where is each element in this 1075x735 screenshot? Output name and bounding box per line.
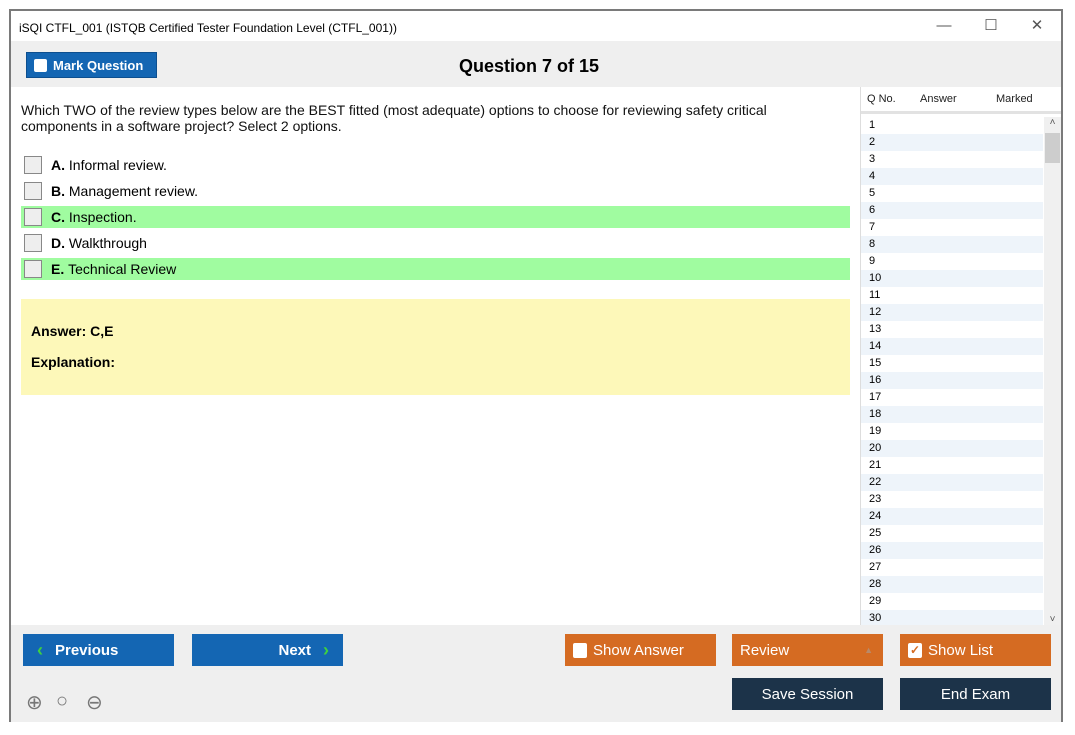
list-row[interactable]: 5 xyxy=(869,187,876,199)
list-row[interactable]: 12 xyxy=(861,304,1043,321)
question-list-panel: Q No. Answer Marked 1 2 3 4 5 6 7 8 9 10 11 12 13 14 1… xyxy=(860,87,1061,627)
option-e[interactable]: E. Technical Review xyxy=(21,258,850,280)
list-row[interactable]: 8 xyxy=(861,236,1043,253)
answer-label: Answer: C,E xyxy=(31,323,114,339)
checkmark-icon: ✓ xyxy=(908,642,922,658)
option-letter: A. xyxy=(51,157,65,173)
header-qno: Q No. xyxy=(867,93,896,105)
list-row[interactable]: 6 xyxy=(861,202,1043,219)
mark-question-label: Mark Question xyxy=(53,57,144,73)
scrollbar[interactable]: ˄ ˅ xyxy=(1044,117,1061,625)
checkbox-icon xyxy=(573,642,587,658)
option-checkbox[interactable] xyxy=(24,182,42,200)
list-row[interactable]: 7 xyxy=(869,221,876,233)
list-row[interactable]: 4 xyxy=(861,168,1043,185)
triangle-up-icon: ▲ xyxy=(864,645,873,655)
list-row[interactable]: 29 xyxy=(869,595,882,607)
toolbar: Mark Question Question 7 of 15 xyxy=(11,41,1061,87)
list-row[interactable]: 11 xyxy=(869,289,881,301)
show-answer-button[interactable]: Show Answer xyxy=(565,634,716,666)
option-text: Technical Review xyxy=(68,261,177,277)
list-row[interactable]: 13 xyxy=(869,323,882,335)
option-b[interactable]: B. Management review. xyxy=(21,180,850,202)
option-letter: C. xyxy=(51,209,65,225)
list-row[interactable]: 16 xyxy=(861,372,1043,389)
show-list-button[interactable]: ✓ Show List xyxy=(900,634,1051,666)
previous-label: Previous xyxy=(55,641,119,659)
review-dropdown[interactable]: Review ▲ xyxy=(732,634,883,666)
chevron-left-icon: ‹ xyxy=(37,639,43,660)
question-text: Which TWO of the review types below are … xyxy=(21,102,767,134)
option-letter: B. xyxy=(51,183,65,199)
option-c[interactable]: C. Inspection. xyxy=(21,206,850,228)
question-title: Question 7 of 15 xyxy=(458,56,600,76)
zoom-in-icon[interactable]: ⊕ xyxy=(26,692,43,714)
show-answer-label: Show Answer xyxy=(593,641,684,659)
option-letter: E. xyxy=(51,261,65,277)
chevron-right-icon: › xyxy=(323,639,329,660)
list-row[interactable]: 17 xyxy=(869,391,882,403)
mark-question-button[interactable]: Mark Question xyxy=(26,52,157,78)
header-answer: Answer xyxy=(920,93,957,105)
list-row[interactable]: 30 xyxy=(861,610,1043,627)
list-row[interactable]: 2 xyxy=(861,134,1043,151)
list-row[interactable]: 27 xyxy=(869,561,882,573)
title-bar: iSQI CTFL_001 (ISTQB Certified Tester Fo… xyxy=(11,11,1061,41)
list-row[interactable]: 26 xyxy=(861,542,1043,559)
scroll-up-icon[interactable]: ˄ xyxy=(1049,117,1056,128)
maximize-button[interactable]: ☐ xyxy=(984,17,998,34)
list-header: Q No. Answer Marked xyxy=(861,87,1061,114)
explanation-label: Explanation: xyxy=(31,354,116,370)
list-row[interactable]: 25 xyxy=(869,527,882,539)
list-row[interactable]: 9 xyxy=(869,255,876,267)
option-a[interactable]: A. Informal review. xyxy=(21,154,850,176)
option-letter: D. xyxy=(51,235,65,251)
option-checkbox[interactable] xyxy=(24,260,42,278)
list-row[interactable]: 15 xyxy=(869,357,882,369)
close-button[interactable]: ✕ xyxy=(1030,17,1044,34)
minimize-button[interactable]: — xyxy=(936,17,952,34)
option-checkbox[interactable] xyxy=(24,208,42,226)
window-title: iSQI CTFL_001 (ISTQB Certified Tester Fo… xyxy=(19,21,397,35)
show-list-label: Show List xyxy=(928,641,994,659)
option-text: Inspection. xyxy=(68,209,137,225)
option-text: Management review. xyxy=(68,183,199,199)
list-row[interactable]: 19 xyxy=(869,425,882,437)
list-row[interactable]: 23 xyxy=(869,493,882,505)
answer-box: Answer: C,E Explanation: xyxy=(21,299,850,395)
question-area: Which TWO of the review types below are … xyxy=(11,87,860,625)
previous-button[interactable]: ‹ Previous xyxy=(23,634,174,666)
next-button[interactable]: Next › xyxy=(192,634,343,666)
list-row[interactable]: 1 xyxy=(869,119,876,131)
header-marked: Marked xyxy=(996,93,1033,105)
checkbox-icon xyxy=(34,58,47,72)
list-row[interactable]: 24 xyxy=(861,508,1043,525)
option-d[interactable]: D. Walkthrough xyxy=(21,232,850,254)
save-session-button[interactable]: Save Session xyxy=(732,678,883,710)
app-window: iSQI CTFL_001 (ISTQB Certified Tester Fo… xyxy=(9,9,1063,722)
option-text: Walkthrough xyxy=(68,235,147,251)
list-row[interactable]: 21 xyxy=(869,459,882,471)
bottom-bar: ‹ Previous Next › Show Answer Review ▲ ✓ Sho… xyxy=(11,625,1061,722)
list-row[interactable]: 18 xyxy=(861,406,1043,423)
list-row[interactable]: 14 xyxy=(861,338,1043,355)
review-label: Review xyxy=(740,641,790,659)
list-row[interactable]: 3 xyxy=(869,153,876,165)
scroll-down-icon[interactable]: ˅ xyxy=(1049,614,1056,625)
option-checkbox[interactable] xyxy=(24,156,42,174)
list-row[interactable]: 20 xyxy=(861,440,1043,457)
end-exam-button[interactable]: End Exam xyxy=(900,678,1051,710)
option-checkbox[interactable] xyxy=(24,234,42,252)
zoom-reset-icon[interactable]: ○ xyxy=(56,690,69,712)
list-row[interactable]: 22 xyxy=(861,474,1043,491)
list-row[interactable]: 28 xyxy=(861,576,1043,593)
next-label: Next xyxy=(278,641,311,659)
zoom-out-icon[interactable]: ⊖ xyxy=(86,692,103,714)
scrollbar-thumb[interactable] xyxy=(1045,133,1060,163)
option-text: Informal review. xyxy=(68,157,167,173)
list-row[interactable]: 10 xyxy=(861,270,1043,287)
